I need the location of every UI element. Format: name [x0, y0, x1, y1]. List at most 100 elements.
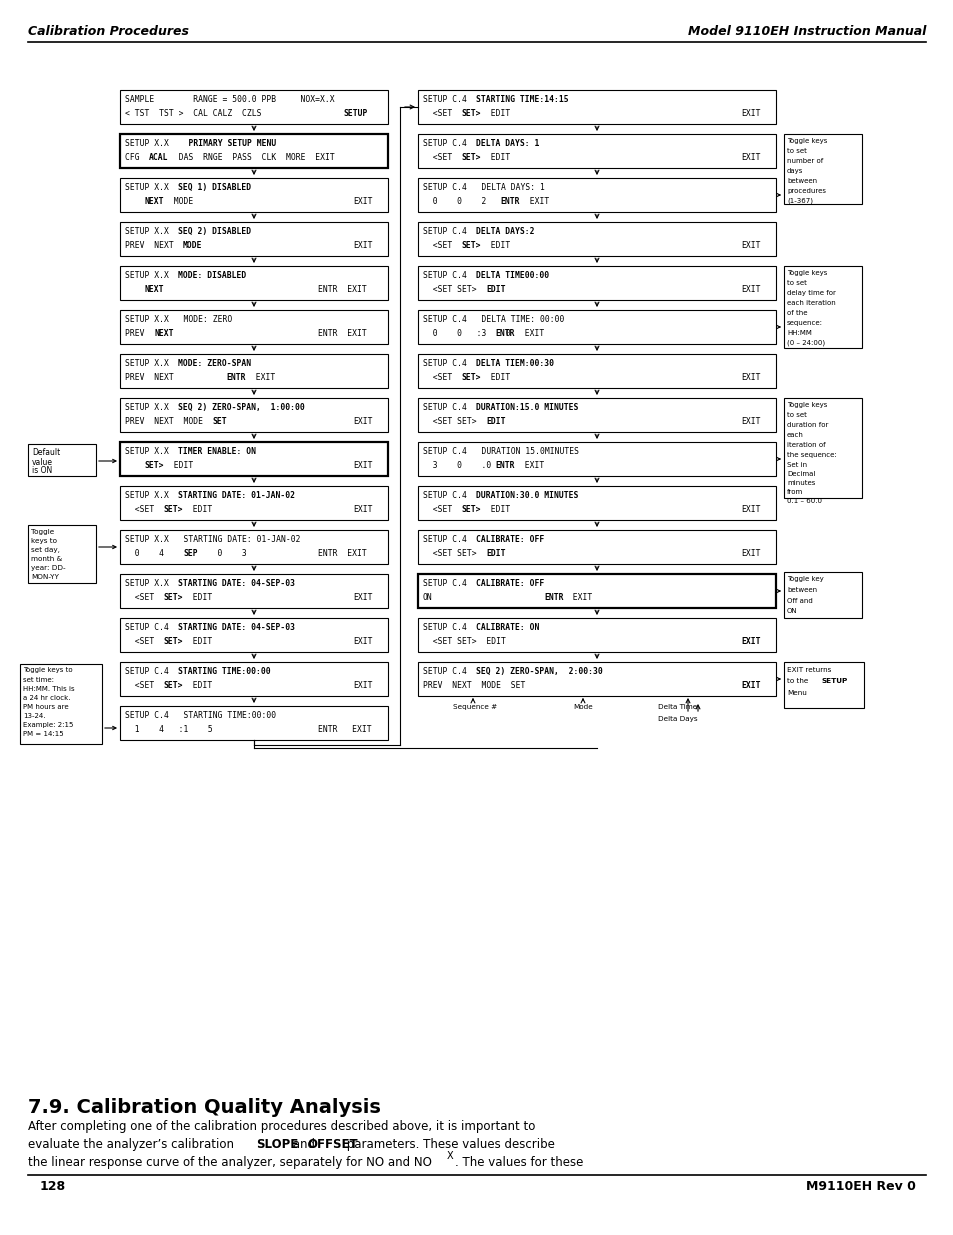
- Bar: [120, 618, 388, 652]
- Text: ON: ON: [786, 608, 797, 614]
- Text: ENTR: ENTR: [496, 461, 515, 471]
- Text: and: and: [289, 1137, 318, 1151]
- Bar: [120, 310, 388, 345]
- Text: CALIBRATE: ON: CALIBRATE: ON: [476, 622, 539, 632]
- Text: 0    3: 0 3: [197, 550, 246, 558]
- Text: EXIT: EXIT: [515, 461, 543, 471]
- Text: STARTING TIME:14:15: STARTING TIME:14:15: [476, 95, 568, 104]
- Text: Delta Days: Delta Days: [658, 716, 697, 722]
- Text: <SET: <SET: [422, 109, 461, 119]
- Text: DAS  RNGE  PASS  CLK  MORE  EXIT: DAS RNGE PASS CLK MORE EXIT: [169, 153, 334, 162]
- Text: SETUP C.4: SETUP C.4: [422, 667, 476, 676]
- Text: ENTR: ENTR: [500, 198, 519, 206]
- Text: duration for: duration for: [786, 422, 827, 429]
- Text: EDIT: EDIT: [485, 417, 505, 426]
- Text: <SET: <SET: [422, 505, 461, 514]
- Text: a 24 hr clock.: a 24 hr clock.: [23, 695, 71, 701]
- Text: EDIT: EDIT: [485, 285, 505, 294]
- Text: CFG: CFG: [125, 153, 150, 162]
- Text: SETUP C.4: SETUP C.4: [422, 403, 476, 412]
- Bar: [120, 178, 388, 212]
- Bar: [783, 266, 862, 348]
- Text: SETUP C.4: SETUP C.4: [422, 492, 476, 500]
- Text: SETUP X.X: SETUP X.X: [125, 359, 178, 368]
- Text: EDIT: EDIT: [183, 680, 213, 690]
- Bar: [783, 135, 862, 204]
- Text: < TST  TST >  CAL CALZ  CZLS: < TST TST > CAL CALZ CZLS: [125, 109, 261, 119]
- Bar: [417, 442, 775, 475]
- Text: Sequence #: Sequence #: [453, 704, 497, 710]
- Text: EXIT: EXIT: [353, 637, 372, 646]
- Text: EXIT returns: EXIT returns: [786, 667, 830, 673]
- Text: DELTA DAYS:2: DELTA DAYS:2: [476, 227, 535, 236]
- Text: EXIT: EXIT: [519, 198, 549, 206]
- Bar: [417, 90, 775, 124]
- Text: EXIT: EXIT: [740, 680, 760, 690]
- Text: SET>: SET>: [164, 593, 183, 601]
- Text: EXIT: EXIT: [353, 505, 372, 514]
- Text: ENTR  EXIT: ENTR EXIT: [317, 550, 366, 558]
- Text: EDIT: EDIT: [164, 461, 193, 471]
- Text: Toggle keys: Toggle keys: [786, 403, 826, 408]
- Text: SET>: SET>: [461, 241, 480, 249]
- Text: EXIT: EXIT: [740, 109, 760, 119]
- Text: EDIT: EDIT: [480, 373, 510, 382]
- Text: SETUP C.4: SETUP C.4: [125, 622, 178, 632]
- Bar: [120, 222, 388, 256]
- Text: ENTR  EXIT: ENTR EXIT: [317, 285, 366, 294]
- Text: ENTR: ENTR: [496, 329, 515, 338]
- Text: ENTR: ENTR: [227, 373, 246, 382]
- Text: 128: 128: [40, 1179, 66, 1193]
- Text: 7.9. Calibration Quality Analysis: 7.9. Calibration Quality Analysis: [28, 1098, 380, 1116]
- Text: SET>: SET>: [461, 505, 480, 514]
- Text: PREV  NEXT  MODE: PREV NEXT MODE: [125, 417, 213, 426]
- Bar: [20, 664, 102, 743]
- Text: EXIT: EXIT: [740, 153, 760, 162]
- Text: Toggle key: Toggle key: [786, 576, 822, 582]
- Text: SETUP C.4: SETUP C.4: [422, 535, 476, 543]
- Text: ENTR   EXIT: ENTR EXIT: [317, 725, 372, 734]
- Text: SETUP X.X: SETUP X.X: [125, 447, 178, 456]
- Text: is ON: is ON: [32, 466, 52, 475]
- Text: SETUP C.4: SETUP C.4: [422, 359, 476, 368]
- Text: MODE: MODE: [164, 198, 193, 206]
- Text: SETUP X.X: SETUP X.X: [125, 227, 178, 236]
- Text: evaluate the analyzer’s calibration: evaluate the analyzer’s calibration: [28, 1137, 237, 1151]
- Text: EXIT: EXIT: [740, 241, 760, 249]
- Bar: [120, 90, 388, 124]
- Text: DURATION:30.0 MINUTES: DURATION:30.0 MINUTES: [476, 492, 578, 500]
- Text: set day,: set day,: [30, 547, 60, 553]
- Bar: [783, 572, 862, 618]
- Text: SLOPE: SLOPE: [255, 1137, 298, 1151]
- Text: MODE: ZERO-SPAN: MODE: ZERO-SPAN: [178, 359, 252, 368]
- Text: SETUP X.X   MODE: ZERO: SETUP X.X MODE: ZERO: [125, 315, 232, 324]
- Text: M9110EH Rev 0: M9110EH Rev 0: [805, 1179, 915, 1193]
- Text: SET>: SET>: [461, 153, 480, 162]
- Text: <SET: <SET: [125, 593, 164, 601]
- Text: SETUP C.4: SETUP C.4: [422, 270, 476, 280]
- Bar: [120, 662, 388, 697]
- Text: . The values for these: . The values for these: [455, 1156, 583, 1170]
- Text: SETUP C.4: SETUP C.4: [422, 140, 476, 148]
- Text: delay time for: delay time for: [786, 290, 835, 296]
- Text: month &: month &: [30, 556, 62, 562]
- Text: sequence:: sequence:: [786, 320, 822, 326]
- Bar: [28, 445, 96, 475]
- Text: SETUP X.X: SETUP X.X: [125, 403, 178, 412]
- Bar: [120, 530, 388, 564]
- Text: SETUP C.4: SETUP C.4: [422, 622, 476, 632]
- Text: EDIT: EDIT: [183, 637, 213, 646]
- Text: <SET SET>  EDIT: <SET SET> EDIT: [422, 637, 505, 646]
- Text: Set in: Set in: [786, 462, 806, 468]
- Text: to the: to the: [786, 678, 810, 684]
- Text: <SET: <SET: [125, 637, 164, 646]
- Text: <SET: <SET: [125, 505, 164, 514]
- Text: EXIT: EXIT: [740, 550, 760, 558]
- Text: 0    4: 0 4: [125, 550, 183, 558]
- Text: SET: SET: [212, 417, 227, 426]
- Text: SETUP C.4   DELTA TIME: 00:00: SETUP C.4 DELTA TIME: 00:00: [422, 315, 564, 324]
- Text: to set: to set: [786, 148, 806, 154]
- Text: DURATION:15.0 MINUTES: DURATION:15.0 MINUTES: [476, 403, 578, 412]
- Bar: [120, 706, 388, 740]
- Text: CALIBRATE: OFF: CALIBRATE: OFF: [476, 535, 544, 543]
